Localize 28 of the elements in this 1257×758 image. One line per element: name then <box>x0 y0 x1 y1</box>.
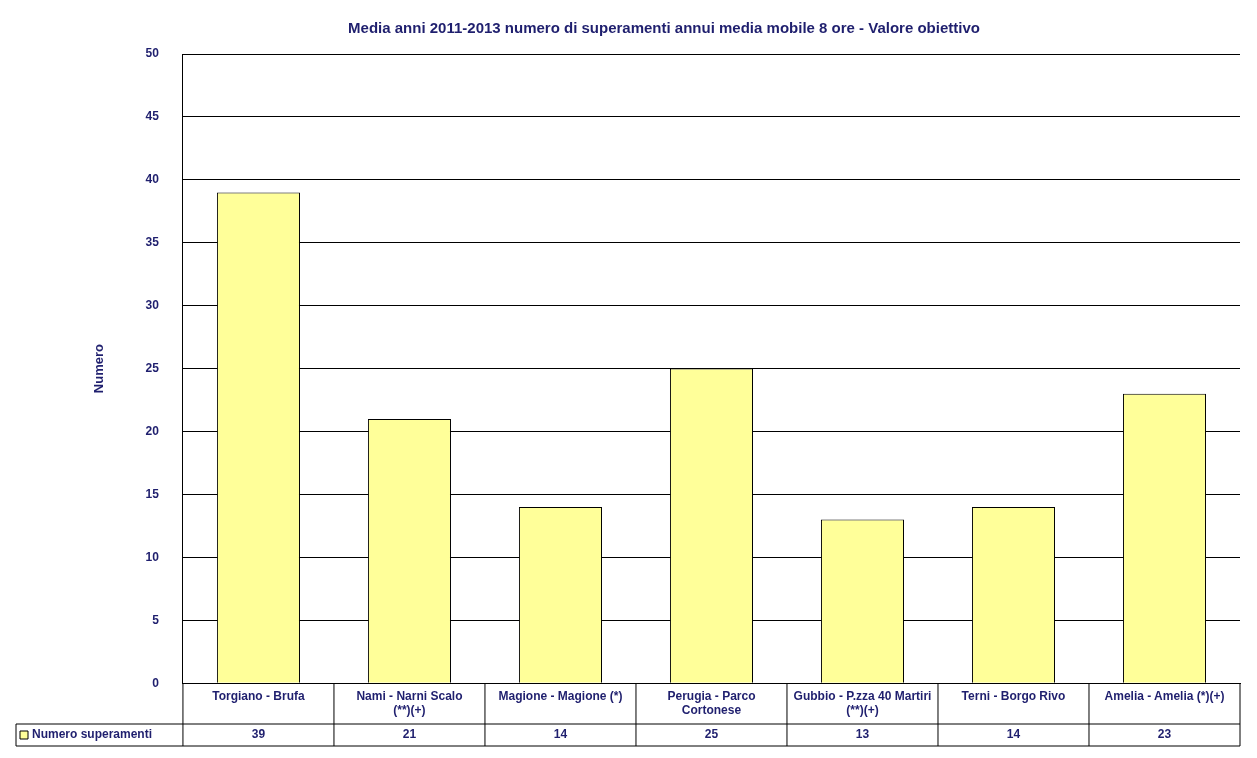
data-label: 25 <box>704 727 719 742</box>
x-tick-label: Torgiano - Brufa <box>212 688 305 703</box>
x-tick-label: Perugia - Parco Cortonese <box>667 688 756 718</box>
data-label: 13 <box>855 727 870 742</box>
y-tick-label: 15 <box>145 486 160 501</box>
chart-title: Media anni 2011-2013 numero di superamenti annui media mobile 8 ore - Valore obiettivo <box>348 19 980 37</box>
x-tick-label: Terni - Borgo Rivo <box>961 688 1066 703</box>
y-tick-label: 0 <box>152 675 160 690</box>
x-tick-label: Amelia - Amelia (*)(+) <box>1104 688 1225 703</box>
legend-label: Numero superamenti <box>32 727 153 742</box>
y-tick-label: 10 <box>145 549 160 564</box>
data-label: 14 <box>1006 727 1021 742</box>
y-tick-label: 45 <box>145 109 160 124</box>
data-label: 39 <box>251 727 266 742</box>
y-axis-title: Numero <box>91 343 107 394</box>
x-tick-label: Gubbio - P.zza 40 Martiri (**)(+) <box>793 688 932 718</box>
y-tick-label: 35 <box>145 235 160 250</box>
y-tick-label: 25 <box>145 360 160 375</box>
data-label: 23 <box>1157 727 1172 742</box>
y-tick-label: 30 <box>145 297 160 312</box>
y-tick-label: 20 <box>145 423 160 438</box>
data-label: 14 <box>553 727 568 742</box>
y-tick-label: 50 <box>145 46 160 61</box>
y-tick-label: 40 <box>145 172 160 187</box>
x-tick-label: Nami - Narni Scalo (**)(+) <box>356 688 463 718</box>
x-tick-label: Magione - Magione (*) <box>498 688 623 703</box>
y-tick-label: 5 <box>152 612 160 627</box>
data-label: 21 <box>402 727 417 742</box>
